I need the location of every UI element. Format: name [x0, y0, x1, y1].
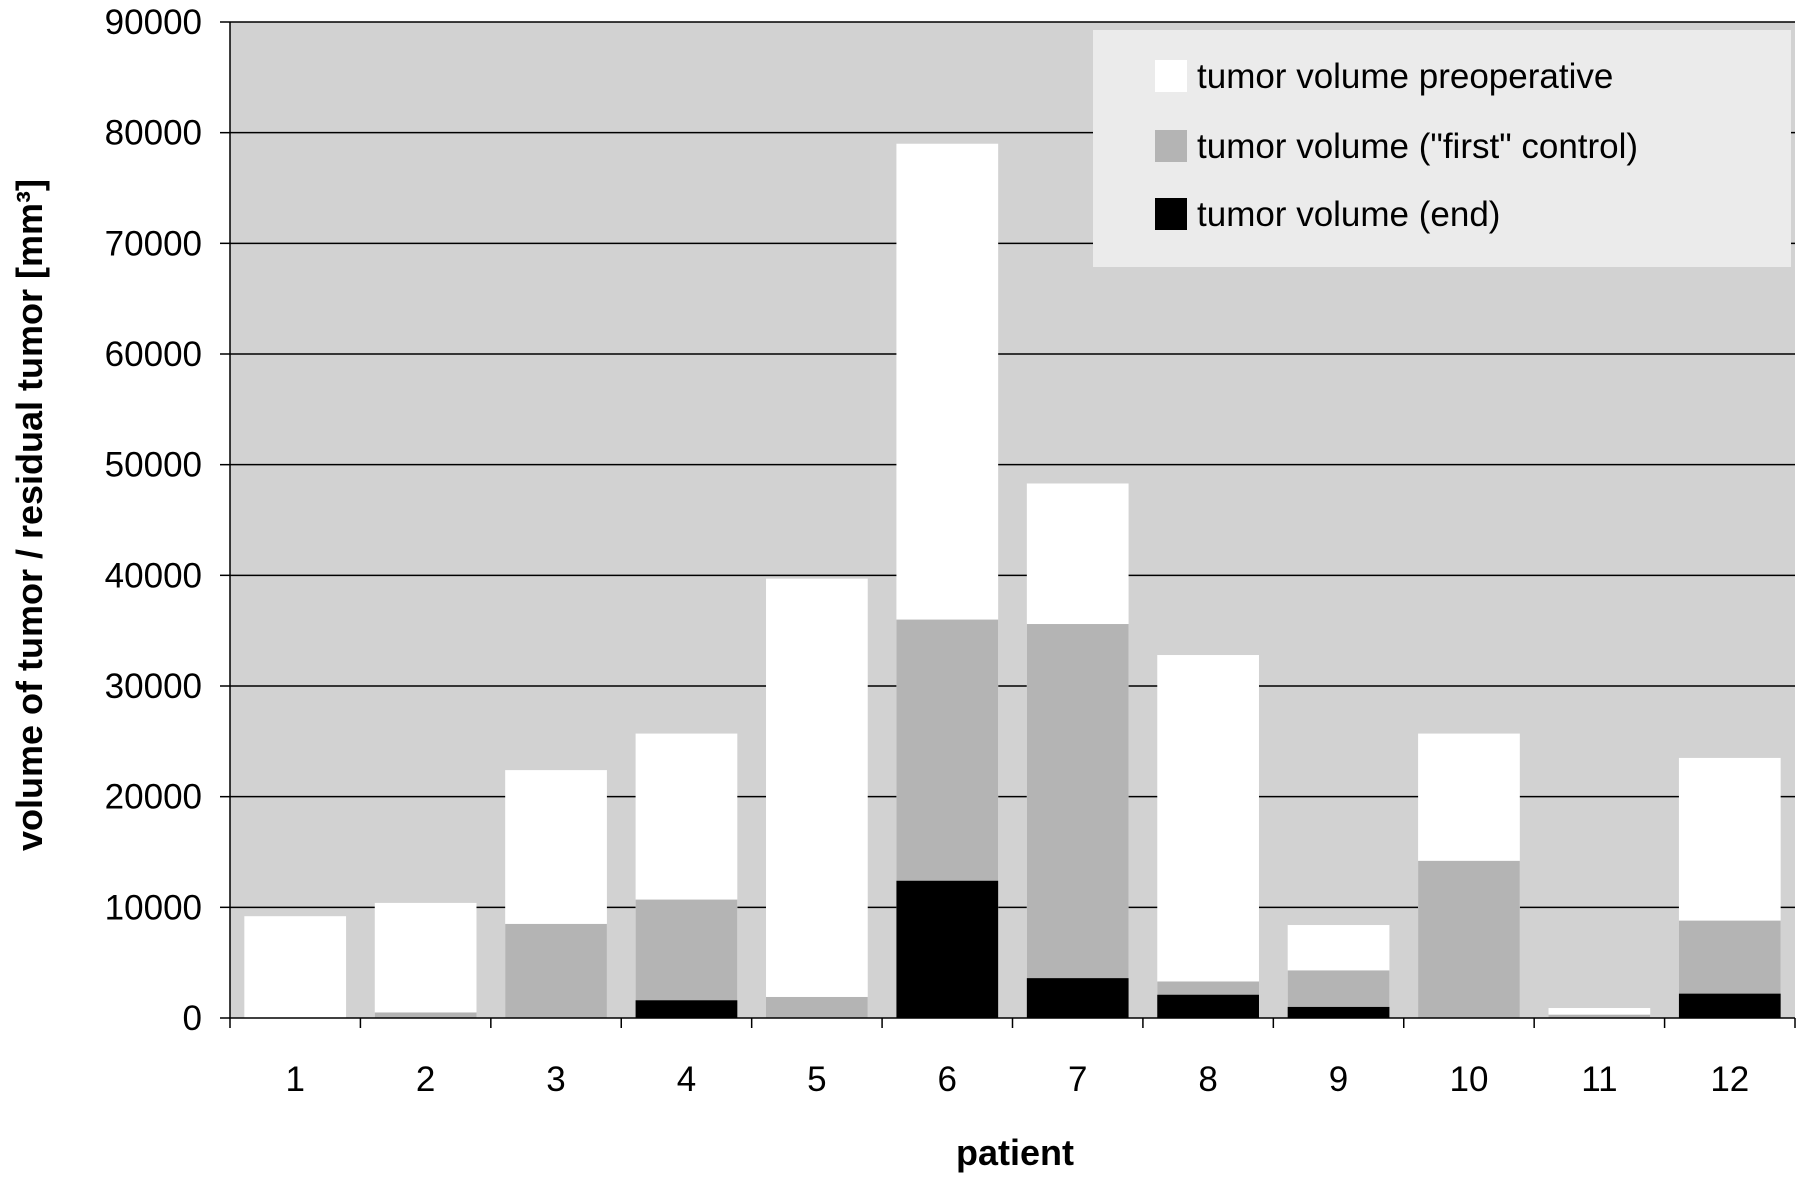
x-tick-label: 11: [1581, 1060, 1617, 1099]
bar-series-2-patient-11: [1548, 1014, 1651, 1018]
bar-series-2-patient-5: [766, 996, 868, 1018]
x-tick-label: 4: [677, 1060, 696, 1099]
x-tick-label: 12: [1710, 1060, 1749, 1099]
x-tick-label: 1: [285, 1060, 304, 1099]
x-tick-label: 5: [807, 1060, 826, 1099]
x-tick-label: 2: [416, 1060, 435, 1099]
legend-swatch: [1155, 198, 1187, 230]
y-tick-label: 30000: [105, 667, 202, 706]
bar-series-3-patient-9: [1287, 1006, 1390, 1018]
bar-series-1-patient-1: [244, 916, 347, 1018]
legend-box: [1093, 30, 1791, 267]
y-tick-label: 0: [183, 999, 202, 1038]
y-tick-label: 20000: [105, 778, 202, 817]
bar-series-2-patient-7: [1026, 624, 1129, 1018]
y-tick-labels: 0 10000 20000 30000 40000 50000 60000 70000 8000…: [105, 3, 202, 1038]
y-tick-label: 60000: [105, 335, 202, 374]
y-tick-label: 90000: [105, 3, 202, 42]
legend-swatch: [1155, 130, 1187, 162]
bar-series-1-patient-11: [1548, 1008, 1651, 1018]
legend-label: tumor volume preoperative: [1197, 57, 1613, 96]
bar-series-3-patient-12: [1678, 993, 1781, 1018]
axes: [220, 21, 1796, 1028]
x-tick-label: 10: [1449, 1060, 1488, 1099]
bar-series-3-patient-7: [1026, 978, 1129, 1018]
x-tick-labels: 1 2 3 4 5 6 7 8 9 10 11 12: [285, 1060, 1749, 1099]
bar-series-2-patient-10: [1418, 860, 1520, 1018]
bar-series-1-patient-5: [766, 578, 868, 1018]
legend-label: tumor volume ("first" control): [1197, 127, 1638, 166]
y-tick-label: 80000: [105, 114, 202, 153]
bar-series-1-patient-2: [374, 902, 477, 1018]
legend-swatch: [1155, 60, 1187, 92]
x-tick-label: 7: [1068, 1060, 1087, 1099]
bar-series-3-patient-4: [635, 1000, 738, 1018]
bar-series-3-patient-6: [896, 880, 999, 1018]
bar-series-3-patient-8: [1157, 994, 1259, 1018]
y-tick-label: 10000: [105, 888, 202, 927]
x-tick-label: 3: [546, 1060, 565, 1099]
bars: [244, 143, 1781, 1019]
x-tick-label: 6: [938, 1060, 957, 1099]
bar-series-2-patient-3: [505, 923, 607, 1018]
legend-label: tumor volume (end): [1197, 195, 1500, 234]
y-tick-label: 50000: [105, 446, 202, 485]
x-tick-label: 9: [1329, 1060, 1348, 1099]
legend: tumor volume preoperative tumor volume ("…: [1093, 30, 1791, 267]
bar-series-2-patient-4: [635, 899, 738, 1018]
y-tick-label: 40000: [105, 556, 202, 595]
bar-series-2-patient-2: [374, 1012, 477, 1018]
y-axis-title: volume of tumor / residual tumor [mm³]: [9, 179, 50, 851]
bar-series-1-patient-8: [1157, 655, 1259, 1018]
x-tick-label: 8: [1198, 1060, 1217, 1099]
y-tick-label: 70000: [105, 224, 202, 263]
x-axis-title: patient: [956, 1132, 1074, 1173]
